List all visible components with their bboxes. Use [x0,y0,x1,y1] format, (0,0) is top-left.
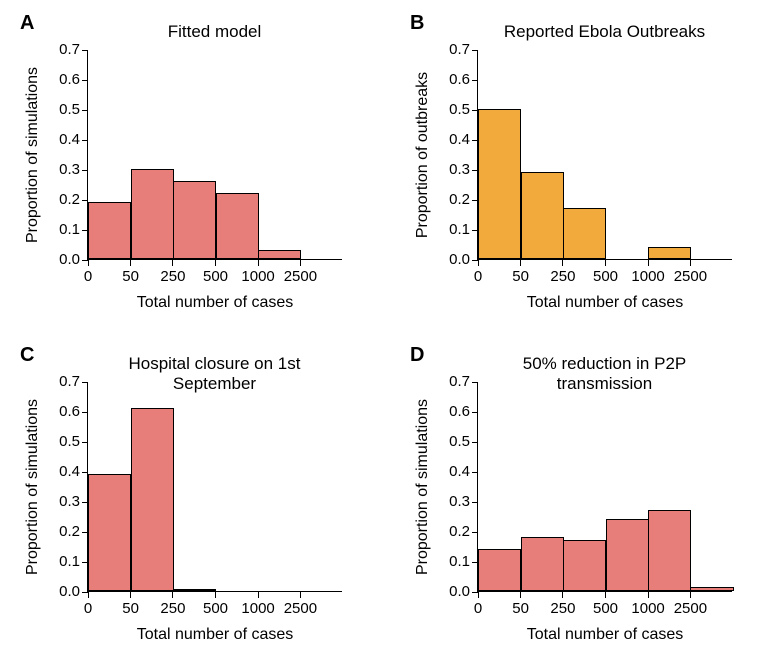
xtick-label: 50 [512,600,529,617]
ytick-label: 0.2 [449,191,470,208]
plot-area-C: 0.00.10.20.30.40.50.60.70502505001000250… [87,382,342,592]
xlabel-C: Total number of cases [137,626,294,644]
ytick-label: 0.6 [59,403,80,420]
xtick-label: 500 [203,268,228,285]
panel-D: D50% reduction in P2P transmission0.00.1… [402,336,747,646]
bar-D-4 [648,510,691,591]
xlabel-B: Total number of cases [527,294,684,312]
bar-D-3 [606,519,649,591]
bar-C-2 [173,589,216,591]
xtick-label: 1000 [631,268,664,285]
bar-D-0 [478,549,521,591]
ytick-label: 0.7 [59,41,80,58]
ytick-label: 0.0 [449,583,470,600]
xtick-label: 0 [84,268,92,285]
bar-A-4 [258,250,301,259]
ylabel-D: Proportion of simulations [414,399,432,575]
ytick-label: 0.2 [59,523,80,540]
ylabel-A: Proportion of simulations [24,67,42,243]
xtick-label: 50 [122,268,139,285]
plot-area-B: 0.00.10.20.30.40.50.60.70502505001000250… [477,50,732,260]
ytick-label: 0.7 [449,41,470,58]
ytick-label: 0.4 [449,131,470,148]
bar-B-4 [648,247,691,259]
bar-D-1 [521,537,564,591]
plot-area-A: 0.00.10.20.30.40.50.60.70502505001000250… [87,50,342,260]
ytick-label: 0.5 [59,433,80,450]
ytick-label: 0.1 [59,221,80,238]
ytick-label: 0.1 [449,553,470,570]
xtick-label: 250 [550,600,575,617]
bar-A-1 [131,169,174,259]
ytick-label: 0.6 [449,71,470,88]
panel-letter-C: C [20,344,34,367]
ytick-label: 0.2 [449,523,470,540]
xtick-label: 2500 [674,600,707,617]
xtick-label: 500 [593,268,618,285]
xtick-label: 2500 [284,600,317,617]
ytick-label: 0.0 [59,583,80,600]
ylabel-B: Proportion of outbreaks [414,72,432,238]
xlabel-A: Total number of cases [137,294,294,312]
ytick-label: 0.1 [59,553,80,570]
ytick-label: 0.3 [59,161,80,178]
bar-A-3 [216,193,259,259]
bar-D-2 [563,540,606,591]
panel-title-B: Reported Ebola Outbreaks [477,22,732,42]
ylabel-C: Proportion of simulations [24,399,42,575]
bar-B-2 [563,208,606,259]
xtick-label: 250 [550,268,575,285]
ytick-label: 0.7 [59,373,80,390]
ytick-label: 0.4 [59,463,80,480]
xtick-label: 1000 [631,600,664,617]
ytick-label: 0.5 [449,433,470,450]
panel-B: BReported Ebola Outbreaks0.00.10.20.30.4… [402,4,747,314]
ytick-label: 0.2 [59,191,80,208]
ytick-label: 0.0 [449,251,470,268]
panel-title-A: Fitted model [87,22,342,42]
xtick-label: 1000 [241,268,274,285]
bar-B-1 [521,172,564,259]
bar-C-1 [131,408,174,591]
xlabel-D: Total number of cases [527,626,684,644]
bar-A-2 [173,181,216,259]
ytick-label: 0.4 [449,463,470,480]
xtick-label: 2500 [674,268,707,285]
panel-letter-B: B [410,12,424,35]
panel-letter-A: A [20,12,34,35]
xtick-label: 500 [203,600,228,617]
xtick-label: 0 [474,600,482,617]
ytick-label: 0.5 [449,101,470,118]
plot-area-D: 0.00.10.20.30.40.50.60.70502505001000250… [477,382,732,592]
xtick-label: 500 [593,600,618,617]
xtick-label: 50 [122,600,139,617]
ytick-label: 0.6 [449,403,470,420]
xtick-label: 250 [160,268,185,285]
xtick-label: 2500 [284,268,317,285]
bar-D-5 [690,587,733,592]
xtick-label: 0 [84,600,92,617]
bar-B-0 [478,109,521,259]
ytick-label: 0.0 [59,251,80,268]
xtick-label: 250 [160,600,185,617]
ytick-label: 0.1 [449,221,470,238]
ytick-label: 0.6 [59,71,80,88]
ytick-label: 0.5 [59,101,80,118]
xtick-label: 1000 [241,600,274,617]
xtick-label: 0 [474,268,482,285]
ytick-label: 0.3 [59,493,80,510]
panel-letter-D: D [410,344,424,367]
ytick-label: 0.3 [449,493,470,510]
figure-root: AFitted model0.00.10.20.30.40.50.60.7050… [0,0,764,666]
xtick-label: 50 [512,268,529,285]
ytick-label: 0.7 [449,373,470,390]
ytick-label: 0.4 [59,131,80,148]
bar-C-0 [88,474,131,591]
ytick-label: 0.3 [449,161,470,178]
panel-A: AFitted model0.00.10.20.30.40.50.60.7050… [12,4,357,314]
bar-A-0 [88,202,131,259]
panel-C: CHospital closure on 1st September0.00.1… [12,336,357,646]
